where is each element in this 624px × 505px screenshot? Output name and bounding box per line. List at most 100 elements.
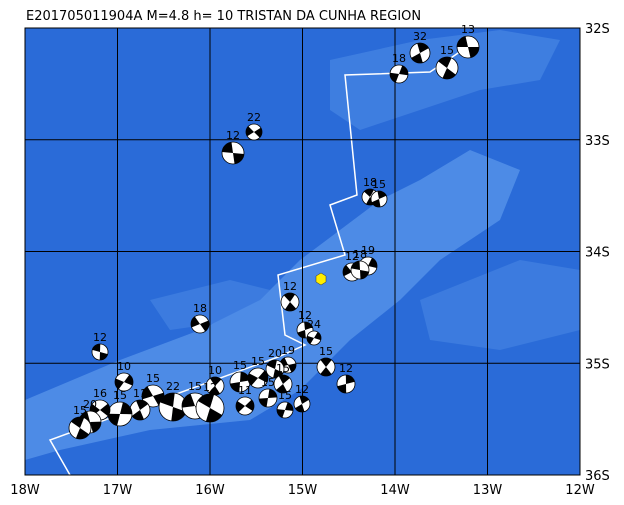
compression-quadrant: [345, 375, 355, 384]
compression-quadrant: [142, 386, 153, 400]
lon-label: 15W: [288, 483, 318, 498]
compression-quadrant: [468, 47, 479, 58]
compression-quadrant: [92, 344, 101, 352]
focal-mechanism: 15: [273, 362, 293, 394]
compression-quadrant: [276, 384, 288, 393]
focal-mechanism: 12: [280, 280, 300, 312]
depth-label: 32: [413, 30, 427, 43]
compression-quadrant: [343, 265, 352, 277]
compression-quadrant: [283, 293, 296, 302]
epicenter: [315, 272, 327, 286]
compression-quadrant: [337, 384, 347, 393]
lat-label: 32S: [585, 22, 610, 37]
focal-mechanism: 18: [350, 248, 370, 280]
compression-quadrant: [266, 360, 277, 369]
lon-label: 14W: [380, 483, 410, 498]
focal-mechanism: 15: [107, 389, 133, 427]
depth-label: 18: [353, 248, 367, 261]
compression-quadrant: [297, 330, 306, 338]
depth-label: 13: [461, 23, 475, 36]
compression-quadrant: [411, 53, 423, 64]
compression-quadrant: [197, 393, 215, 408]
compression-quadrant: [364, 188, 374, 197]
focal-mechanism: 12: [195, 381, 225, 423]
depth-label: 16: [93, 387, 107, 400]
depth-label: 11: [238, 384, 252, 397]
compression-quadrant: [210, 376, 222, 386]
focal-mechanism: 12: [336, 362, 356, 394]
focal-mechanism: 11: [129, 387, 151, 421]
compression-quadrant: [258, 370, 268, 383]
compression-quadrant: [295, 404, 305, 412]
map-title: E201705011904A M=4.8 h= 10 TRISTAN DA CU…: [26, 9, 421, 24]
depth-label: 15: [188, 380, 202, 393]
plate-boundary: [48, 44, 471, 476]
compression-quadrant: [259, 398, 268, 407]
depth-label: 12: [283, 280, 297, 293]
compression-quadrant: [120, 402, 132, 415]
lon-label: 12W: [565, 483, 595, 498]
lon-label: 16W: [195, 483, 225, 498]
lon-label: 13W: [473, 483, 503, 498]
compression-quadrant: [438, 56, 452, 68]
depth-label: 22: [247, 111, 261, 124]
compression-quadrant: [277, 409, 285, 418]
compression-quadrant: [90, 421, 101, 433]
lon-label: 17W: [103, 483, 133, 498]
depth-label: 19: [361, 244, 375, 257]
lat-label: 36S: [585, 469, 610, 484]
focal-mechanism: 32: [409, 30, 431, 64]
focal-mechanism: 18: [190, 302, 210, 334]
compression-quadrant: [159, 393, 175, 407]
compression-quadrant: [304, 322, 313, 330]
compression-quadrant: [191, 316, 200, 328]
focal-mechanism: 12: [293, 383, 311, 413]
focal-mechanism: 15: [68, 404, 92, 440]
depth-label: 15: [440, 44, 454, 57]
compression-quadrant: [360, 270, 369, 279]
depth-label: 12: [203, 381, 217, 394]
compression-quadrant: [278, 375, 290, 384]
compression-quadrant: [246, 126, 254, 137]
compression-quadrant: [371, 199, 381, 207]
focal-mechanism: 22: [245, 111, 263, 141]
depth-label: 10: [117, 360, 131, 373]
focal-mechanism: 15: [276, 389, 294, 419]
compression-quadrant: [307, 335, 314, 345]
focal-mechanism: 15: [229, 359, 251, 393]
compression-quadrant: [351, 261, 360, 270]
compression-quadrant: [70, 417, 85, 428]
depth-label: 15: [113, 389, 127, 402]
compression-quadrant: [320, 358, 332, 367]
focal-mechanism: 10: [114, 360, 134, 392]
focal-mechanism: 12: [296, 309, 314, 339]
compression-quadrant: [284, 302, 297, 311]
compression-quadrant: [114, 378, 124, 390]
compression-quadrant: [182, 393, 195, 408]
depth-label: 15: [278, 389, 292, 402]
compression-quadrant: [248, 373, 258, 386]
lon-label: 18W: [10, 483, 40, 498]
focal-mechanism: 24: [306, 318, 322, 346]
focal-mechanism: 15: [316, 345, 336, 377]
depth-label: 11: [133, 387, 147, 400]
depth-label: 20: [83, 398, 97, 411]
compression-quadrant: [124, 374, 133, 386]
compression-quadrant: [442, 68, 456, 79]
lat-label: 33S: [585, 134, 610, 149]
compression-quadrant: [399, 65, 408, 76]
focal-mechanism: 15: [258, 376, 278, 408]
focal-mechanism: 12: [221, 129, 245, 165]
depth-label: 15: [73, 404, 87, 417]
depth-label: 20: [268, 347, 282, 360]
depth-label: 24: [307, 318, 321, 331]
compression-quadrant: [233, 153, 244, 164]
focal-mechanism: 20: [265, 347, 285, 379]
compression-quadrant: [320, 367, 332, 376]
compression-quadrant: [457, 36, 468, 47]
depth-label: 22: [166, 380, 180, 393]
compression-quadrant: [107, 413, 120, 426]
compression-quadrant: [245, 399, 255, 411]
focal-mechanism: 10: [205, 364, 225, 396]
lat-label: 35S: [585, 357, 610, 372]
